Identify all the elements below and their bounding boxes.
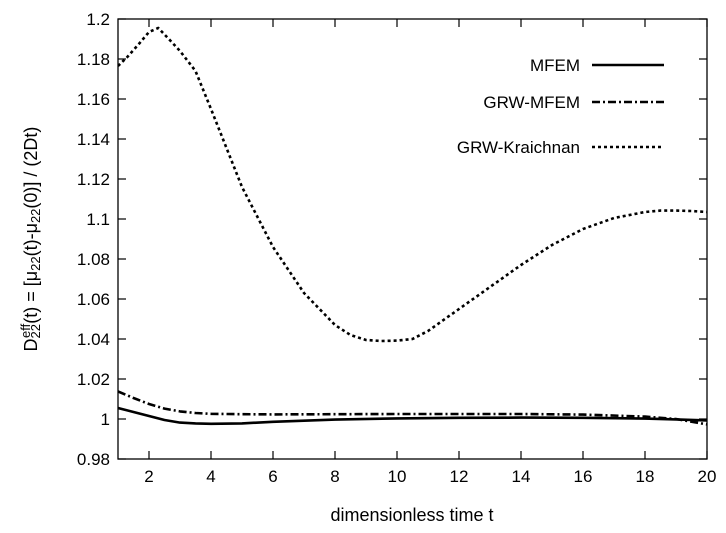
x-tick-label: 20 xyxy=(698,467,717,486)
x-tick-label: 2 xyxy=(144,467,153,486)
y-axis-title-text-3: (0)] / (2Dt) xyxy=(21,127,41,209)
legend: MFEM GRW-MFEM GRW-Kraichnan xyxy=(457,56,664,157)
legend-label: GRW-Kraichnan xyxy=(457,138,580,157)
y-axis-title-text-1: (t) = [μ xyxy=(21,271,41,324)
x-tick-label: 10 xyxy=(388,467,407,486)
y-tick-label: 1.02 xyxy=(77,370,110,389)
y-tick-label: 1 xyxy=(101,410,110,429)
series-line-mfem xyxy=(118,406,707,426)
y-axis-title-subscript-3: 22 xyxy=(28,209,43,223)
y-tick-label: 1.08 xyxy=(77,250,110,269)
ticks-layer: 2 4 6 8 10 12 14 16 18 20 0.98 1 1.02 1.04 1.06 1.08 1.1… xyxy=(77,10,717,486)
y-axis-title: D22eff(t) = [μ22(t)-μ22(0)] / (2Dt) xyxy=(18,127,43,352)
y-tick-label: 0.98 xyxy=(77,450,110,469)
y-tick-label: 1.12 xyxy=(77,170,110,189)
x-tick-label: 14 xyxy=(512,467,531,486)
x-tick-label: 16 xyxy=(574,467,593,486)
x-tick-label: 12 xyxy=(450,467,469,486)
plot-frame xyxy=(117,18,708,460)
y-tick-label: 1.18 xyxy=(77,50,110,69)
series-line-grw-mfem xyxy=(118,390,707,426)
y-axis-title-symbol: D xyxy=(21,338,41,351)
x-tick-label: 8 xyxy=(330,467,339,486)
y-axis-title-text-2: (t)-μ xyxy=(21,223,41,256)
y-tick-label: 1.16 xyxy=(77,90,110,109)
legend-label: GRW-MFEM xyxy=(483,93,580,112)
y-tick-label: 1.1 xyxy=(86,210,110,229)
series-layer xyxy=(118,26,707,426)
legend-label: MFEM xyxy=(530,56,580,75)
y-tick-label: 1.2 xyxy=(86,10,110,29)
x-tick-label: 6 xyxy=(268,467,277,486)
x-tick-label: 18 xyxy=(636,467,655,486)
y-tick-label: 1.14 xyxy=(77,130,110,149)
y-axis-title-subscript-2: 22 xyxy=(28,256,43,270)
y-axis-title-subscript: 22 xyxy=(28,324,43,338)
y-tick-label: 1.06 xyxy=(77,290,110,309)
plot-area xyxy=(118,26,707,426)
y-axis-title-superscript: eff xyxy=(18,323,33,338)
x-axis-title: dimensionless time t xyxy=(330,505,493,525)
series-line-grw-kraichnan xyxy=(118,26,707,343)
x-tick-label: 4 xyxy=(206,467,215,486)
y-tick-label: 1.04 xyxy=(77,330,110,349)
